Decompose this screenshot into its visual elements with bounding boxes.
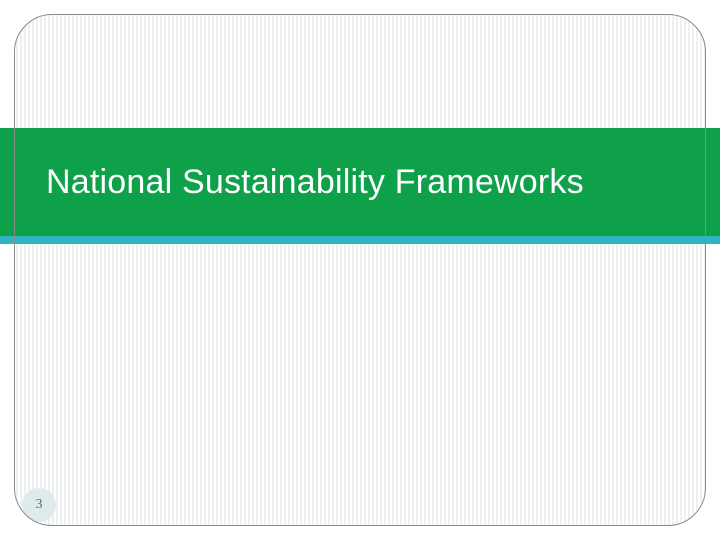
background-stripes [14,14,706,526]
slide-title: National Sustainability Frameworks [46,163,584,202]
title-main-bar: National Sustainability Frameworks [0,128,720,236]
title-band: National Sustainability Frameworks [0,128,720,236]
page-number: 3 [36,497,43,513]
slide-container: National Sustainability Frameworks 3 [0,0,720,540]
page-number-badge: 3 [22,488,56,522]
